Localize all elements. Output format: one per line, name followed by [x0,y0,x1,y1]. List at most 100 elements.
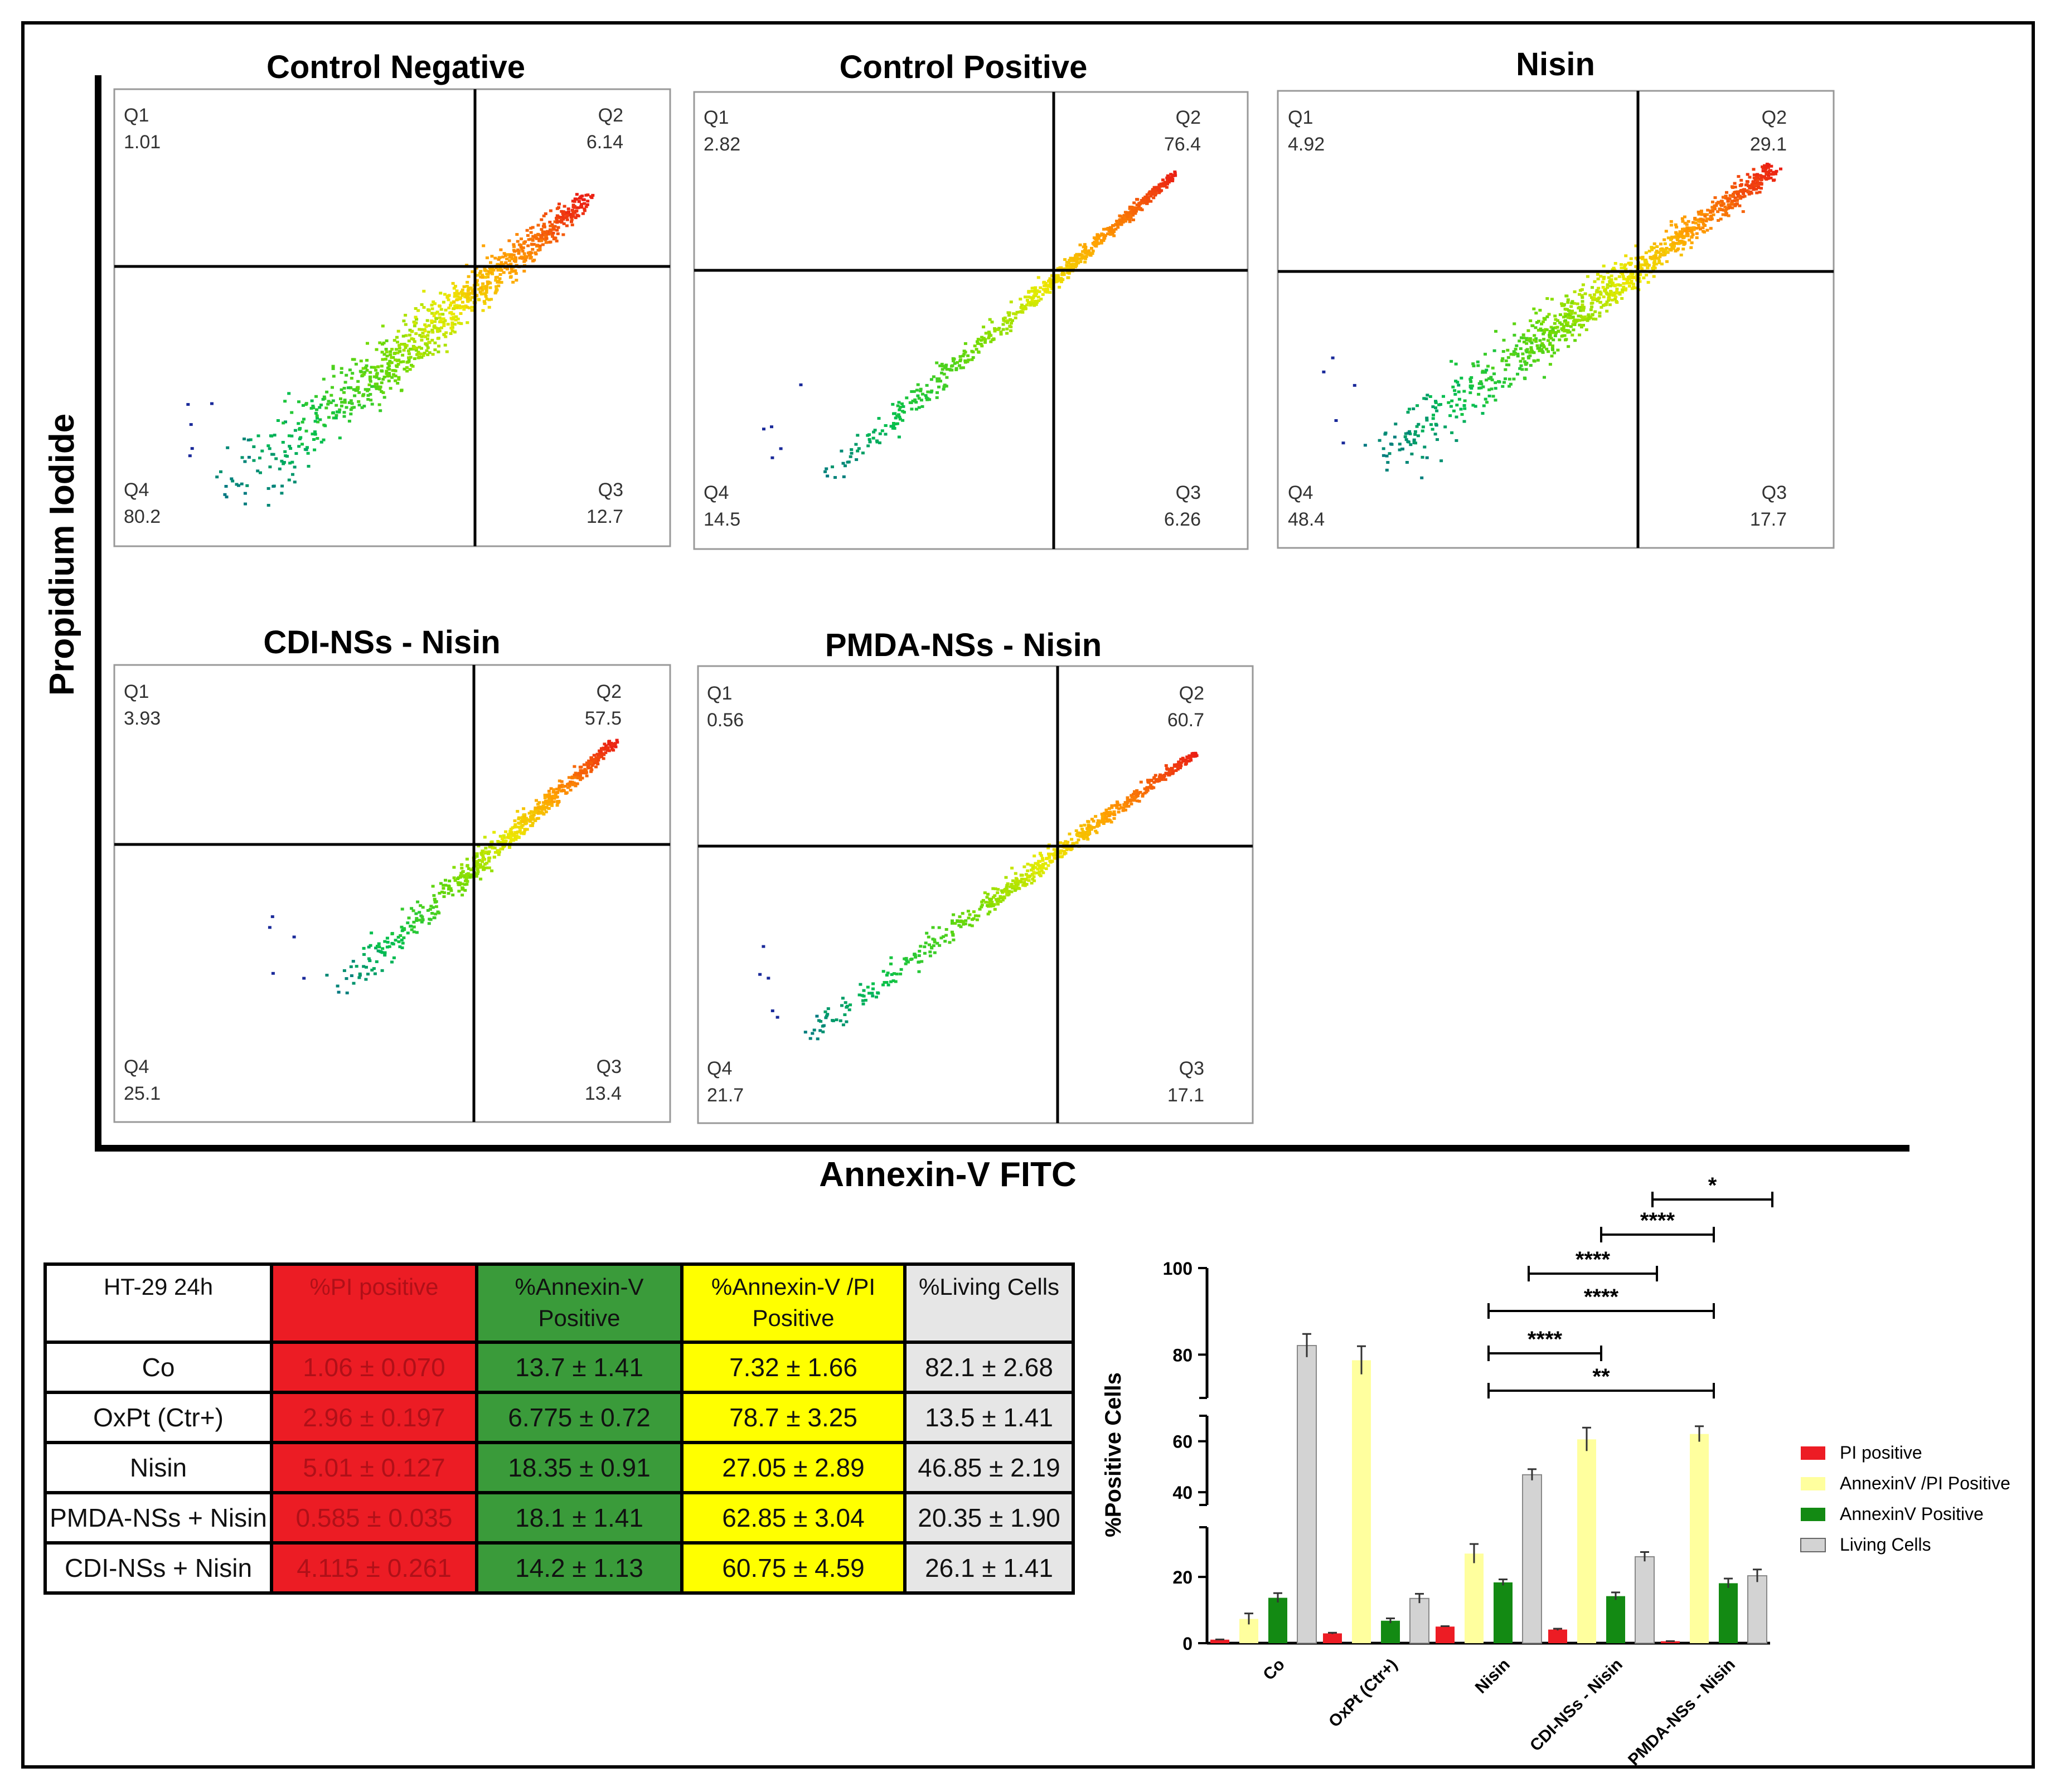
scatter-dot [1622,266,1626,270]
scatter-dot [1003,316,1007,319]
scatter-dot [366,389,370,392]
scatter-dot [386,940,390,944]
scatter-dot [356,388,359,391]
scatter-dot [258,457,261,460]
scatter-dot [340,388,343,391]
scatter-dot [331,367,335,370]
scatter-dot [415,318,419,321]
scatter-dot [951,922,954,925]
scatter-dot [1100,232,1104,236]
scatter-dot [1705,213,1709,216]
scatter-dot [1581,318,1584,322]
scatter-dot [876,992,880,995]
scatter-dot [402,319,406,323]
scatter-dot [1155,186,1159,189]
scatter-dot [1535,344,1539,347]
scatter-dot [1560,323,1564,326]
scatter-dot [560,218,564,222]
scatter-dot [332,411,335,414]
scatter-dot [425,319,429,322]
scatter-dot [945,368,949,371]
scatter-dot [1063,258,1067,261]
scatter-dot [555,216,559,220]
scatter-dot [1152,196,1156,200]
q4-value: 25.1 [124,1083,161,1104]
scatter-dot [1623,263,1627,266]
scatter-dot [990,903,993,906]
scatter-dot [1047,852,1050,856]
scatter-dot [293,429,297,432]
scatter-dot [536,249,540,252]
scatter-dot [928,943,931,946]
scatter-dot [1581,300,1584,303]
scatter-dot [993,907,997,911]
scatter-dot [287,478,291,482]
scatter-dot [1632,276,1636,279]
scatter-dot [1683,227,1686,231]
scatter-dot [1455,439,1458,442]
scatter-dot [867,433,871,436]
scatter-dot [511,280,515,284]
scatter-dot [1512,353,1516,356]
scatter-dot [558,786,561,789]
scatter-dot [484,866,488,870]
scatter-dot [589,766,593,770]
scatter-dot [314,395,318,398]
scatter-dot [406,931,410,935]
scatter-dot [1167,181,1171,184]
scatter-dot [501,841,505,844]
scatter-dot [1751,181,1755,184]
scatter-dot [1148,785,1152,789]
scatter-dot [1363,444,1367,447]
scatter-dot [1678,233,1681,236]
scatter-dot [1652,275,1656,278]
scatter-dot [1046,284,1050,287]
scatter-dot [758,973,762,976]
scatter-dot [475,279,479,282]
scatter-dot [996,328,999,331]
scatter-dot [371,366,375,369]
scatter-dot [1682,243,1686,246]
scatter-dot [1652,265,1656,268]
scatter-dot [1389,443,1393,445]
scatter-dot [186,403,190,406]
scatter-dot [1638,256,1642,259]
scatter-dot [1152,781,1156,784]
scatter-dot [603,742,607,746]
scatter-dot [390,933,394,935]
scatter-dot [598,749,602,752]
scatter-dot [600,752,604,755]
scatter-dot [362,946,366,950]
scatter-dot [561,210,565,213]
scatter-dot [571,783,575,786]
scatter-dot [1039,854,1043,857]
scatter-dot [319,440,323,444]
scatter-dot [398,945,402,949]
scatter-dot [878,441,881,444]
scatter-dot [1152,186,1156,189]
scatter-dot [569,783,573,786]
scatter-dot [461,887,465,890]
scatter-dots [186,193,595,507]
scatter-dot [398,347,401,350]
scatter-dot [1578,333,1582,337]
scatter-dot [898,406,902,409]
scatter-dot [1382,454,1385,457]
scatter-dot [573,776,576,779]
scatter-dot [298,428,302,431]
scatter-dot [1098,234,1102,237]
scatter-dot [337,990,341,994]
scatter-dot [1533,360,1536,363]
scatter-dot [1029,296,1033,299]
scatter-dot [1107,814,1111,818]
scatter-dot [467,288,471,291]
scatter-dot [1100,820,1104,824]
scatter-dot [1679,254,1683,256]
scatter-dot [1132,201,1136,205]
scatter-dot [1591,298,1595,301]
scatter-dot [1513,322,1516,326]
scatter-dot [983,341,987,344]
scatter-dot [1604,288,1607,291]
scatter-dot [993,329,997,333]
scatter-dot [932,375,936,378]
